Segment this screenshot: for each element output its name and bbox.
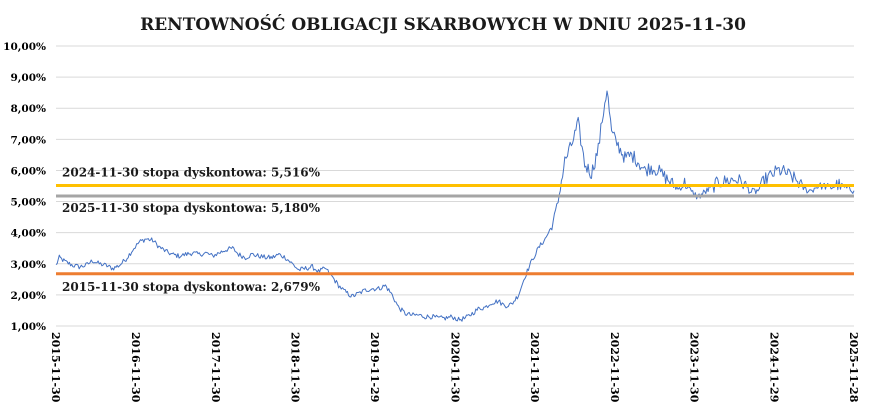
x-tick-label: 2022-11-30 <box>608 332 621 403</box>
x-tick-label: 2020-11-30 <box>448 332 461 403</box>
x-tick-label: 2025-11-28 <box>847 332 860 403</box>
y-tick-label: 10,00% <box>3 41 46 53</box>
x-tick-label: 2019-11-29 <box>368 332 381 402</box>
gridlines <box>56 45 854 327</box>
y-tick-label: 4,00% <box>10 228 46 240</box>
y-axis-tick-labels: 1,00% 2,00% 3,00% 4,00% 5,00% 6,00% 7,00% 8,00%… <box>3 41 46 333</box>
x-axis-tick-labels: 2015-11-30 2016-11-30 2017-11-30 2018-11-30… <box>49 332 860 403</box>
y-tick-label: 8,00% <box>10 103 46 115</box>
y-tick-label: 1,00% <box>10 321 46 333</box>
reference-line-label: 2015-11-30 stopa dyskontowa: 2,679% <box>62 280 321 294</box>
y-tick-label: 7,00% <box>10 134 46 146</box>
y-tick-label: 2,00% <box>10 290 46 302</box>
y-tick-label: 5,00% <box>10 197 46 209</box>
x-tick-label: 2015-11-30 <box>49 332 62 403</box>
y-tick-label: 3,00% <box>10 259 46 271</box>
reference-line-label: 2024-11-30 stopa dyskontowa: 5,516% <box>62 166 321 180</box>
x-tick-label: 2016-11-30 <box>129 332 142 403</box>
x-tick-label: 2018-11-30 <box>289 332 302 403</box>
x-tick-label: 2023-11-30 <box>688 332 701 403</box>
y-tick-label: 6,00% <box>10 165 46 177</box>
x-tick-label: 2017-11-30 <box>209 332 222 403</box>
x-tick-label: 2024-11-29 <box>767 332 780 402</box>
y-tick-label: 9,00% <box>10 72 46 84</box>
x-tick-label: 2021-11-30 <box>528 332 541 403</box>
reference-line-label: 2025-11-30 stopa dyskontowa: 5,180% <box>62 201 321 215</box>
chart-title: RENTOWNOŚĆ OBLIGACJI SKARBOWYCH W DNIU 2… <box>140 14 746 35</box>
reference-lines: 2024-11-30 stopa dyskontowa: 5,516% 2025-… <box>56 166 854 294</box>
